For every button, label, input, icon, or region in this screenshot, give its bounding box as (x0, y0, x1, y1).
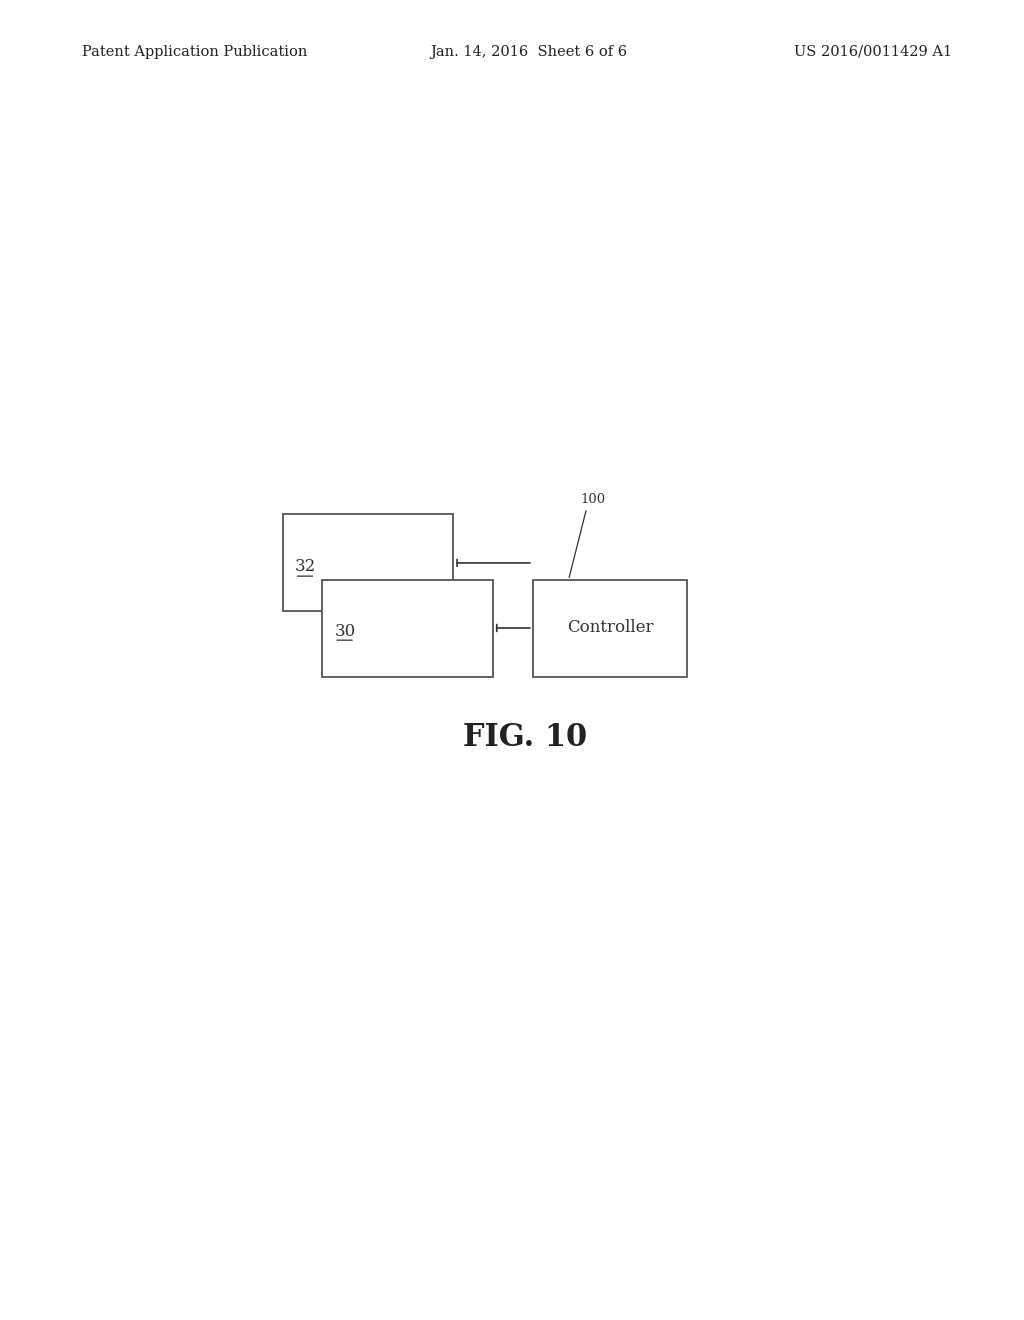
Bar (532, 581, 687, 677)
Text: Jan. 14, 2016  Sheet 6 of 6: Jan. 14, 2016 Sheet 6 of 6 (430, 45, 628, 59)
Text: 32: 32 (295, 558, 316, 576)
Bar (323, 581, 494, 677)
Text: FIG. 10: FIG. 10 (463, 722, 587, 754)
Text: US 2016/0011429 A1: US 2016/0011429 A1 (795, 45, 952, 59)
Text: 30: 30 (334, 623, 355, 639)
Text: 100: 100 (581, 492, 605, 506)
Bar (283, 515, 454, 611)
Text: Controller: Controller (567, 619, 653, 636)
Text: Patent Application Publication: Patent Application Publication (82, 45, 307, 59)
